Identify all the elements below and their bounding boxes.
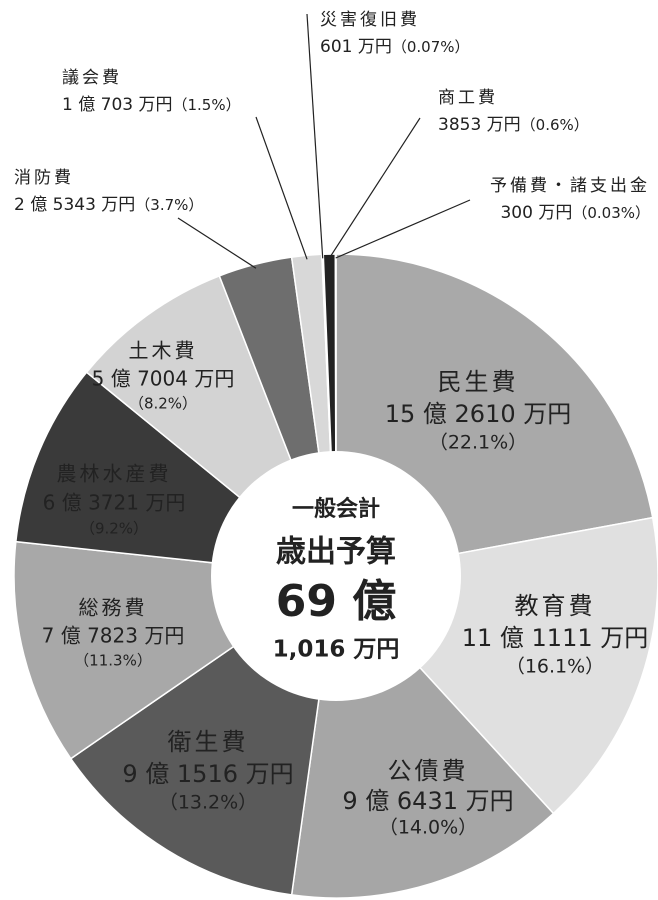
amount-label: 5 億 7004 万円 — [92, 367, 235, 391]
center-label: 一般会計 — [292, 496, 380, 522]
amount-label: 601 万円 — [320, 37, 392, 57]
value-label: （16.1%） — [506, 656, 604, 678]
amount-label: 1 億 703 万円 — [62, 95, 172, 115]
slice-name: 農林水産費 — [57, 462, 172, 486]
amount-label: 6 億 3721 万円 — [43, 491, 186, 515]
center-label: 69 億 — [276, 576, 397, 627]
amount-label: 9 億 1516 万円 — [122, 760, 293, 788]
value-label: （11.3%） — [74, 652, 152, 670]
slice-name: 商工費 — [438, 88, 498, 108]
amount-label: 2 億 5343 万円 — [14, 195, 135, 215]
value-label: （3.7%） — [135, 196, 203, 214]
slice-name: 土木費 — [129, 339, 198, 363]
slice-name: 衛生費 — [168, 728, 249, 756]
leader-line — [306, 13, 324, 259]
label-line: 601 万円（0.07%） — [320, 37, 470, 57]
center-label: 1,016 万円 — [273, 637, 400, 663]
value-label: （22.1%） — [429, 432, 527, 454]
value-label: （8.2%） — [129, 395, 197, 413]
amount-label: 300 万円 — [500, 203, 572, 223]
label-line: 2 億 5343 万円（3.7%） — [14, 195, 203, 215]
label-line: 1 億 703 万円（1.5%） — [62, 95, 241, 115]
slice-name: 予備費・諸支出金 — [490, 176, 650, 196]
leader-line — [335, 199, 471, 259]
leader-line — [177, 217, 257, 269]
center-label: 歳出予算 — [276, 535, 396, 570]
leader-line — [328, 117, 421, 259]
slice-name: 災害復旧費 — [320, 10, 420, 30]
slice-name: 消防費 — [14, 168, 74, 188]
value-label: （0.03%） — [572, 204, 650, 222]
label-line: 3853 万円（0.6%） — [438, 115, 589, 135]
slice-name: 公債費 — [388, 757, 469, 785]
value-label: （13.2%） — [159, 792, 257, 814]
value-label: （14.0%） — [379, 817, 477, 839]
value-label: （0.07%） — [392, 38, 470, 56]
slice-name: 教育費 — [515, 592, 596, 620]
leader-line — [255, 116, 308, 260]
slice-name: 議会費 — [62, 68, 122, 88]
slice — [334, 253, 337, 577]
amount-label: 7 億 7823 万円 — [42, 624, 185, 648]
slice-name: 民生費 — [438, 368, 519, 396]
amount-label: 3853 万円 — [438, 115, 521, 135]
amount-label: 15 億 2610 万円 — [385, 400, 572, 428]
value-label: （1.5%） — [172, 96, 240, 114]
donut-hole — [211, 451, 461, 701]
label-line: 300 万円（0.03%） — [500, 203, 650, 223]
value-label: （0.6%） — [521, 116, 589, 134]
amount-label: 9 億 6431 万円 — [342, 787, 513, 815]
slice-name: 総務費 — [79, 596, 148, 620]
value-label: （9.2%） — [80, 520, 148, 538]
amount-label: 11 億 1111 万円 — [462, 624, 649, 652]
